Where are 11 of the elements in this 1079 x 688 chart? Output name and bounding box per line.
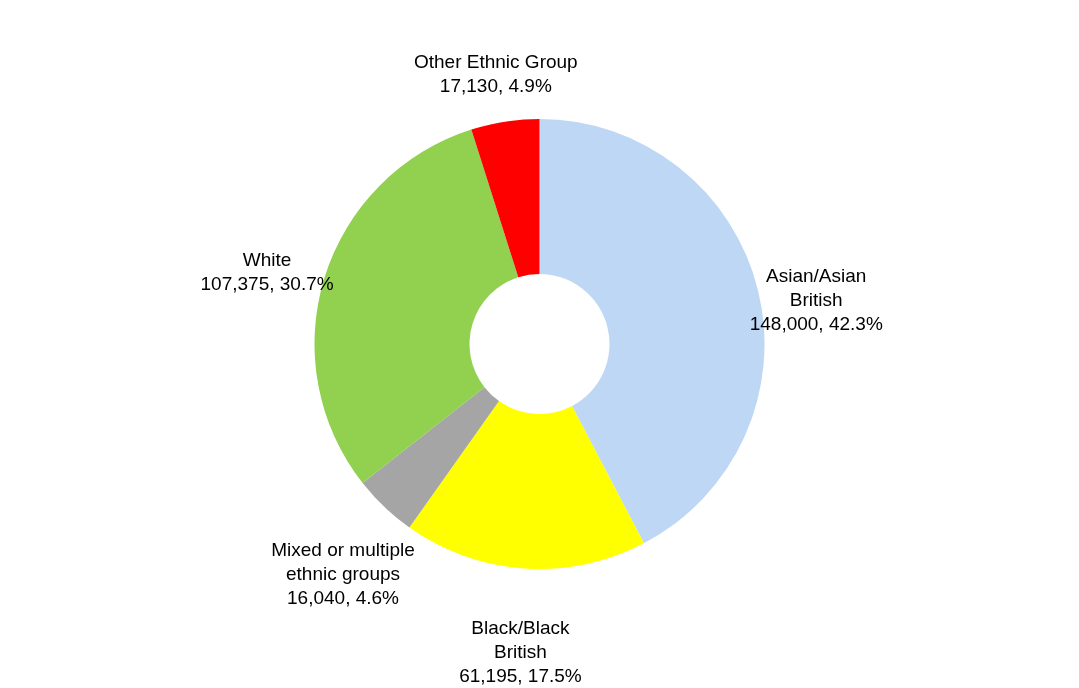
data-label: 148,000, 42.3%	[749, 312, 883, 334]
data-label: 61,195, 17.5%	[459, 665, 582, 687]
slice-label: Mixed or multiple ethnic groups	[271, 539, 415, 585]
data-label: 16,040, 4.6%	[287, 587, 400, 609]
slice-label: White	[242, 249, 292, 271]
slice-label: Asian/Asian British	[766, 264, 867, 310]
donut-slice	[471, 119, 540, 278]
slice-label: Other Ethnic Group	[413, 51, 578, 73]
donut-slice	[362, 387, 500, 528]
slice-label: Black/Black British	[471, 617, 571, 663]
data-label: 17,130, 4.9%	[439, 75, 552, 97]
